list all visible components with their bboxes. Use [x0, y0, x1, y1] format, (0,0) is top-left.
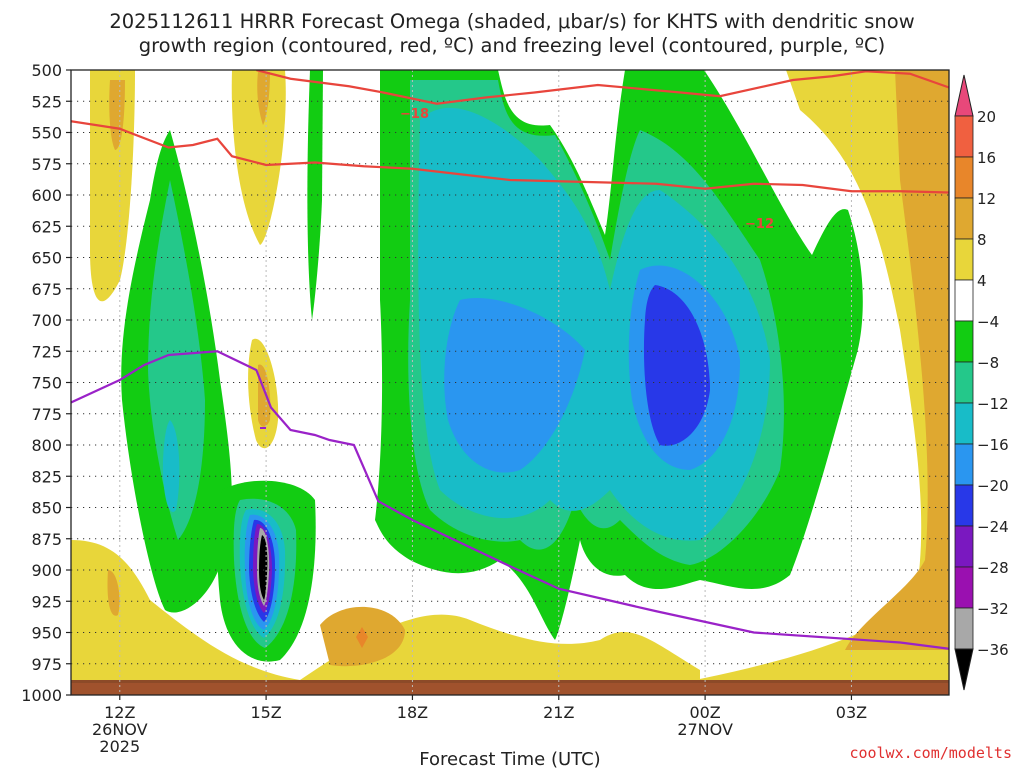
negative-omega-shading — [121, 70, 863, 662]
y-tick-label: 800 — [31, 436, 62, 455]
y-tick-label: 825 — [31, 467, 62, 486]
colorbar-label: 8 — [977, 231, 987, 249]
y-tick-label: 550 — [31, 124, 62, 143]
colorbar-label: −32 — [977, 600, 1009, 618]
colorbar-label: −8 — [977, 354, 999, 372]
y-tick-label: 750 — [31, 374, 62, 393]
colorbar-label: −36 — [977, 641, 1009, 659]
x-axis-label: Forecast Time (UTC) — [419, 749, 600, 768]
y-tick-label: 875 — [31, 530, 62, 549]
y-tick-label: 500 — [31, 61, 62, 80]
chart-title-line2: growth region (contoured, red, ºC) and f… — [139, 34, 886, 57]
colorbar-segment — [954, 320, 974, 363]
colorbar-segment — [954, 484, 974, 527]
omega-region-yellow — [84, 554, 131, 653]
y-tick-label: 950 — [31, 624, 62, 643]
credit-text: coolwx.com/modelts — [849, 744, 1012, 762]
isotherm-minus18 — [256, 70, 949, 105]
y-tick-label: 850 — [31, 499, 62, 518]
colorbar-label: 20 — [977, 108, 996, 126]
colorbar-segment — [954, 197, 974, 240]
colorbar-label: −4 — [977, 313, 999, 331]
omega-region-yellow — [71, 540, 700, 690]
y-tick-label: 575 — [31, 155, 62, 174]
omega-region-orange — [257, 72, 270, 125]
x-tick-label: 26NOV — [92, 720, 148, 739]
omega-region-black — [259, 535, 268, 600]
colorbar-segment — [954, 566, 974, 609]
omega-region-cyan — [162, 420, 180, 512]
y-tick-label: 775 — [31, 405, 62, 424]
colorbar-segment — [954, 238, 974, 281]
x-tick-label: 27NOV — [677, 720, 733, 739]
colorbar-label: 12 — [977, 190, 996, 208]
colorbar-segment — [954, 525, 974, 568]
colorbar-segment — [954, 443, 974, 486]
x-tick-label: 03Z — [836, 703, 867, 722]
chart-title-line1: 2025112611 HRRR Forecast Omega (shaded, … — [109, 10, 914, 33]
y-tick-label: 625 — [31, 217, 62, 236]
plot-area: −18 −12 — [71, 70, 949, 695]
y-tick-label: 925 — [31, 592, 62, 611]
colorbar-segment — [954, 279, 974, 322]
y-tick-label: 525 — [31, 92, 62, 111]
freezing-level-contour — [71, 350, 949, 650]
ground-band-top — [71, 680, 949, 683]
colorbar-label: −24 — [977, 518, 1009, 536]
colorbar-segment — [954, 607, 974, 650]
x-tick-label: 2025 — [99, 737, 140, 756]
colorbar-label: 4 — [977, 272, 987, 290]
colorbar-label: 16 — [977, 149, 996, 167]
colorbar-segment — [954, 74, 974, 117]
colorbar-segment — [954, 402, 974, 445]
omega-region-blue — [444, 298, 585, 473]
isotherm-label-minus18: −18 — [400, 107, 429, 122]
y-tick-label: 725 — [31, 342, 62, 361]
y-tick-label: 900 — [31, 561, 62, 580]
omega-region-orange — [107, 570, 120, 616]
colorbar-segment — [954, 648, 974, 691]
y-tick-label: 975 — [31, 655, 62, 674]
omega-region-orange — [845, 70, 949, 650]
ground-band — [71, 680, 949, 695]
omega-region-darkblue — [643, 285, 710, 446]
colorbar-label: −16 — [977, 436, 1009, 454]
x-tick-label: 00Z — [689, 703, 720, 722]
x-tick-label: 15Z — [250, 703, 281, 722]
x-tick-label: 18Z — [397, 703, 428, 722]
colorbar-label: −12 — [977, 395, 1009, 413]
colorbar-segment — [954, 361, 974, 404]
omega-region-yellow — [231, 70, 286, 245]
y-axis: 500 525 550 575 600 625 650 675 700 725 750 775 800 8… — [21, 61, 71, 705]
colorbar-segment — [954, 115, 974, 158]
x-tick-label: 12Z — [104, 703, 135, 722]
grid-lines — [71, 70, 949, 695]
y-tick-label: 700 — [31, 311, 62, 330]
colorbar-label: −20 — [977, 477, 1009, 495]
isotherm-minus12 — [71, 120, 949, 194]
colorbar-label: −28 — [977, 559, 1009, 577]
y-tick-label: 675 — [31, 280, 62, 299]
colorbar: 20 16 12 8 4 −4 −8 −12 −16 −20 −24 −28 −32 −36 — [954, 74, 1009, 691]
omega-region-yellow — [90, 70, 135, 302]
colorbar-segment — [954, 156, 974, 199]
y-tick-label: 1000 — [21, 686, 62, 705]
isotherm-label-minus12: −12 — [745, 217, 774, 232]
omega-region-teal — [148, 180, 205, 540]
x-tick-label: 21Z — [543, 703, 574, 722]
y-tick-label: 650 — [31, 249, 62, 268]
y-tick-label: 600 — [31, 186, 62, 205]
